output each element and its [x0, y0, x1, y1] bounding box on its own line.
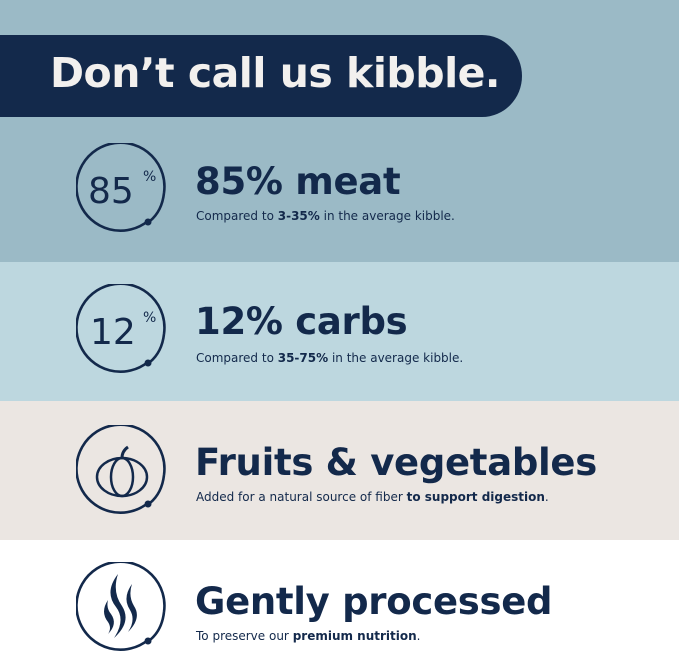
steam-icon: [76, 562, 166, 651]
feature-title: 12% carbs: [195, 300, 408, 343]
section-meat: Don’t call us kibble. 85 % 85% meat Comp…: [0, 0, 679, 262]
svg-text:85: 85: [88, 171, 134, 212]
85-percent-icon: 85 %: [76, 143, 166, 232]
section-carbs: 12 % 12% carbs Compared to 35-75% in the…: [0, 262, 679, 401]
feature-title: 85% meat: [195, 160, 401, 203]
svg-text:12: 12: [90, 312, 136, 353]
12-percent-icon: 12 %: [76, 284, 166, 373]
feature-subtitle: Compared to 3-35% in the average kibble.: [196, 209, 455, 223]
feature-title: Gently processed: [195, 580, 553, 623]
headline-banner: Don’t call us kibble.: [0, 35, 522, 117]
section-fruits-vegetables: Fruits & vegetables Added for a natural …: [0, 401, 679, 540]
feature-subtitle: Added for a natural source of fiber to s…: [196, 490, 549, 504]
pumpkin-icon: [76, 425, 166, 514]
svg-text:%: %: [143, 169, 156, 185]
svg-text:%: %: [143, 310, 156, 326]
feature-subtitle: To preserve our premium nutrition.: [196, 629, 421, 643]
headline: Don’t call us kibble.: [50, 49, 501, 97]
section-gently-processed: Gently processed To preserve our premium…: [0, 540, 679, 655]
feature-subtitle: Compared to 35-75% in the average kibble…: [196, 351, 464, 365]
feature-title: Fruits & vegetables: [195, 441, 597, 484]
